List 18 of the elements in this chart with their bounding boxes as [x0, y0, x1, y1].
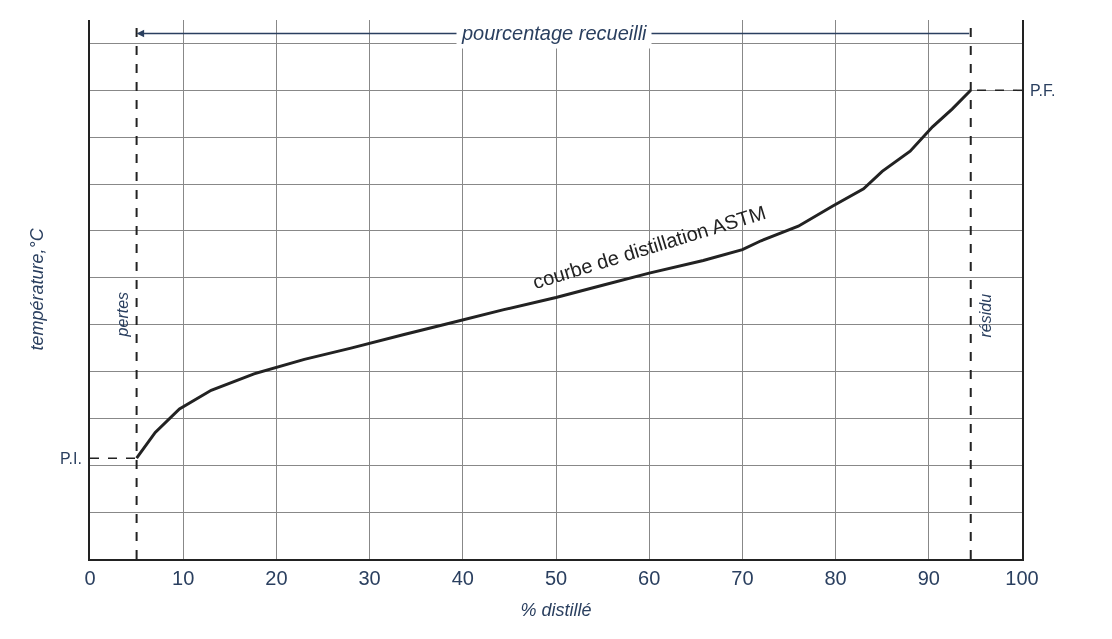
y-axis-title: température,°C [26, 227, 47, 351]
x-tick-label: 50 [544, 567, 568, 589]
x-tick-label: 80 [824, 567, 847, 589]
x-tick-label: 90 [917, 567, 940, 589]
text: pourcentage recueilli [461, 22, 648, 44]
x-tick-label: 20 [265, 567, 288, 589]
ref-line-label: pertes [113, 291, 131, 338]
x-tick-label: 40 [451, 567, 474, 589]
ref-line-label: résidu [976, 293, 994, 338]
x-tick-label: 30 [358, 567, 381, 589]
x-tick-label: 10 [172, 567, 195, 589]
text: P.F. [1030, 82, 1056, 99]
text: P.I. [60, 450, 82, 467]
x-tick-label: 100 [1005, 567, 1039, 589]
x-tick-label: 70 [731, 567, 754, 589]
x-tick-label: 0 [84, 567, 96, 589]
x-tick-label: 60 [638, 567, 661, 589]
x-axis-title: % distillé [520, 599, 592, 620]
